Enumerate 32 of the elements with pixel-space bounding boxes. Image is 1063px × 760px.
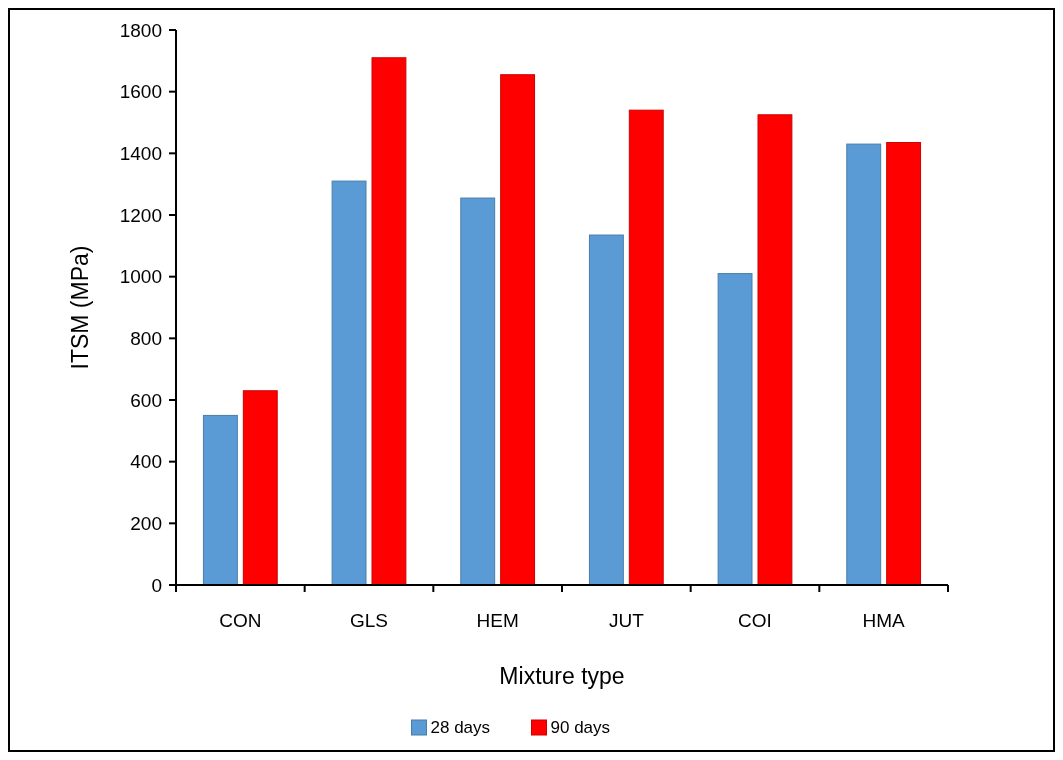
legend-label: 28 days: [430, 718, 491, 737]
x-tick-label: HEM: [476, 610, 519, 631]
x-axis-title: Mixture type: [499, 663, 625, 689]
bar: [628, 109, 664, 586]
y-tick-label: 800: [130, 327, 162, 349]
bar: [886, 142, 922, 586]
x-tick-label: JUT: [608, 610, 645, 631]
bar: [757, 114, 793, 586]
x-tick-label: COI: [738, 610, 772, 631]
y-axis-title: ITSM (MPa): [67, 245, 93, 370]
bar: [242, 390, 278, 586]
bar: [846, 143, 882, 586]
bar: [717, 273, 753, 586]
bar: [588, 234, 624, 586]
y-tick-label: 200: [130, 512, 162, 534]
y-tick-label: 1600: [119, 81, 162, 103]
x-tick-label: CON: [219, 610, 262, 631]
bar: [500, 74, 536, 586]
bar: [331, 180, 367, 586]
x-tick-label: GLS: [349, 610, 389, 631]
y-tick-label: 400: [130, 451, 162, 473]
y-tick-label: 1800: [119, 19, 162, 41]
bar: [202, 414, 238, 586]
x-tick-label: HMA: [862, 610, 906, 631]
bar: [371, 57, 407, 586]
y-tick-label: 1000: [119, 266, 162, 288]
y-tick-label: 1200: [119, 204, 162, 226]
legend-label: 90 days: [550, 718, 611, 737]
bar: [460, 197, 496, 586]
y-tick-label: 600: [130, 389, 162, 411]
y-tick-label: 1400: [119, 142, 162, 164]
y-tick-label: 0: [151, 574, 162, 596]
